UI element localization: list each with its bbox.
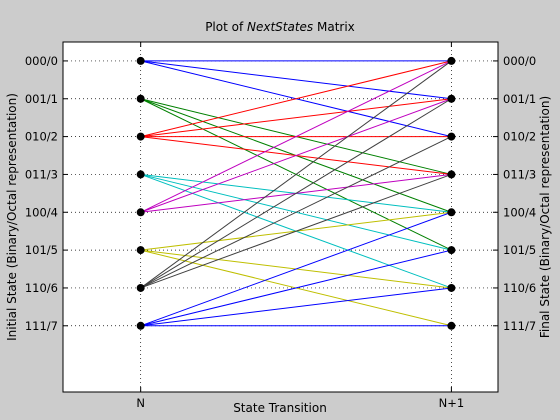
transition-line bbox=[140, 173, 452, 289]
transition-line bbox=[140, 60, 452, 138]
transition-line bbox=[140, 60, 452, 100]
transition-line bbox=[140, 287, 452, 327]
transition-line bbox=[140, 98, 452, 213]
transition-line bbox=[140, 60, 452, 213]
initial-state-marker bbox=[136, 208, 145, 217]
chart-title: Plot of NextStates Matrix bbox=[205, 20, 355, 34]
x-tick-label: N bbox=[136, 396, 145, 410]
right-y-tick-label: 111/7 bbox=[503, 319, 536, 333]
right-y-tick-label: 100/4 bbox=[503, 205, 536, 219]
final-state-marker bbox=[447, 94, 456, 103]
final-state-marker bbox=[447, 283, 456, 292]
left-y-tick-labels: 000/0 001/1 010/2 011/3 100/4 101/5 110/6 111/7 bbox=[25, 54, 58, 333]
transition-lines bbox=[140, 60, 452, 327]
right-y-axis-label: Final State (Binary/Octal representation… bbox=[538, 96, 552, 338]
final-state-marker bbox=[447, 208, 456, 217]
right-y-tick-label: 110/6 bbox=[503, 281, 536, 295]
initial-state-marker bbox=[136, 56, 145, 65]
transition-line bbox=[140, 249, 452, 327]
initial-state-marker bbox=[136, 170, 145, 179]
initial-state-marker bbox=[136, 246, 145, 255]
final-state-marker bbox=[447, 132, 456, 141]
transition-line bbox=[140, 60, 452, 289]
initial-state-marker bbox=[136, 94, 145, 103]
x-axis-label: State Transition bbox=[233, 401, 327, 415]
left-y-axis-label: Initial State (Binary/Octal representati… bbox=[5, 93, 19, 341]
right-y-tick-label: 011/3 bbox=[503, 167, 536, 181]
plot-area bbox=[62, 41, 499, 393]
left-y-tick-label: 110/6 bbox=[25, 281, 58, 295]
left-y-tick-label: 101/5 bbox=[25, 243, 58, 257]
final-state-marker bbox=[447, 321, 456, 330]
initial-state-marker bbox=[136, 132, 145, 141]
final-state-marker bbox=[447, 246, 456, 255]
transition-line bbox=[140, 136, 452, 289]
final-state-marker bbox=[447, 56, 456, 65]
transition-line bbox=[140, 211, 452, 327]
grid-lines bbox=[63, 42, 498, 392]
final-state-marker bbox=[447, 170, 456, 179]
right-y-tick-label: 000/0 bbox=[503, 54, 536, 68]
left-y-tick-label: 001/1 bbox=[25, 92, 58, 106]
left-y-tick-label: 010/2 bbox=[25, 130, 58, 144]
axis-ticks bbox=[63, 42, 498, 392]
left-y-tick-label: 100/4 bbox=[25, 205, 58, 219]
initial-state-marker bbox=[136, 321, 145, 330]
right-y-tick-labels: 000/0 001/1 010/2 011/3 100/4 101/5 110/6 111/7 bbox=[503, 54, 536, 333]
state-markers bbox=[136, 56, 456, 330]
initial-state-marker bbox=[136, 283, 145, 292]
transition-line bbox=[140, 98, 452, 138]
left-y-tick-label: 111/7 bbox=[25, 319, 58, 333]
x-tick-labels: N N+1 bbox=[136, 396, 464, 410]
left-y-tick-label: 011/3 bbox=[25, 167, 58, 181]
right-y-tick-label: 010/2 bbox=[503, 130, 536, 144]
left-y-tick-label: 000/0 bbox=[25, 54, 58, 68]
right-y-tick-label: 001/1 bbox=[503, 92, 536, 106]
transition-line bbox=[140, 98, 452, 289]
right-y-tick-label: 101/5 bbox=[503, 243, 536, 257]
x-tick-label: N+1 bbox=[439, 396, 465, 410]
